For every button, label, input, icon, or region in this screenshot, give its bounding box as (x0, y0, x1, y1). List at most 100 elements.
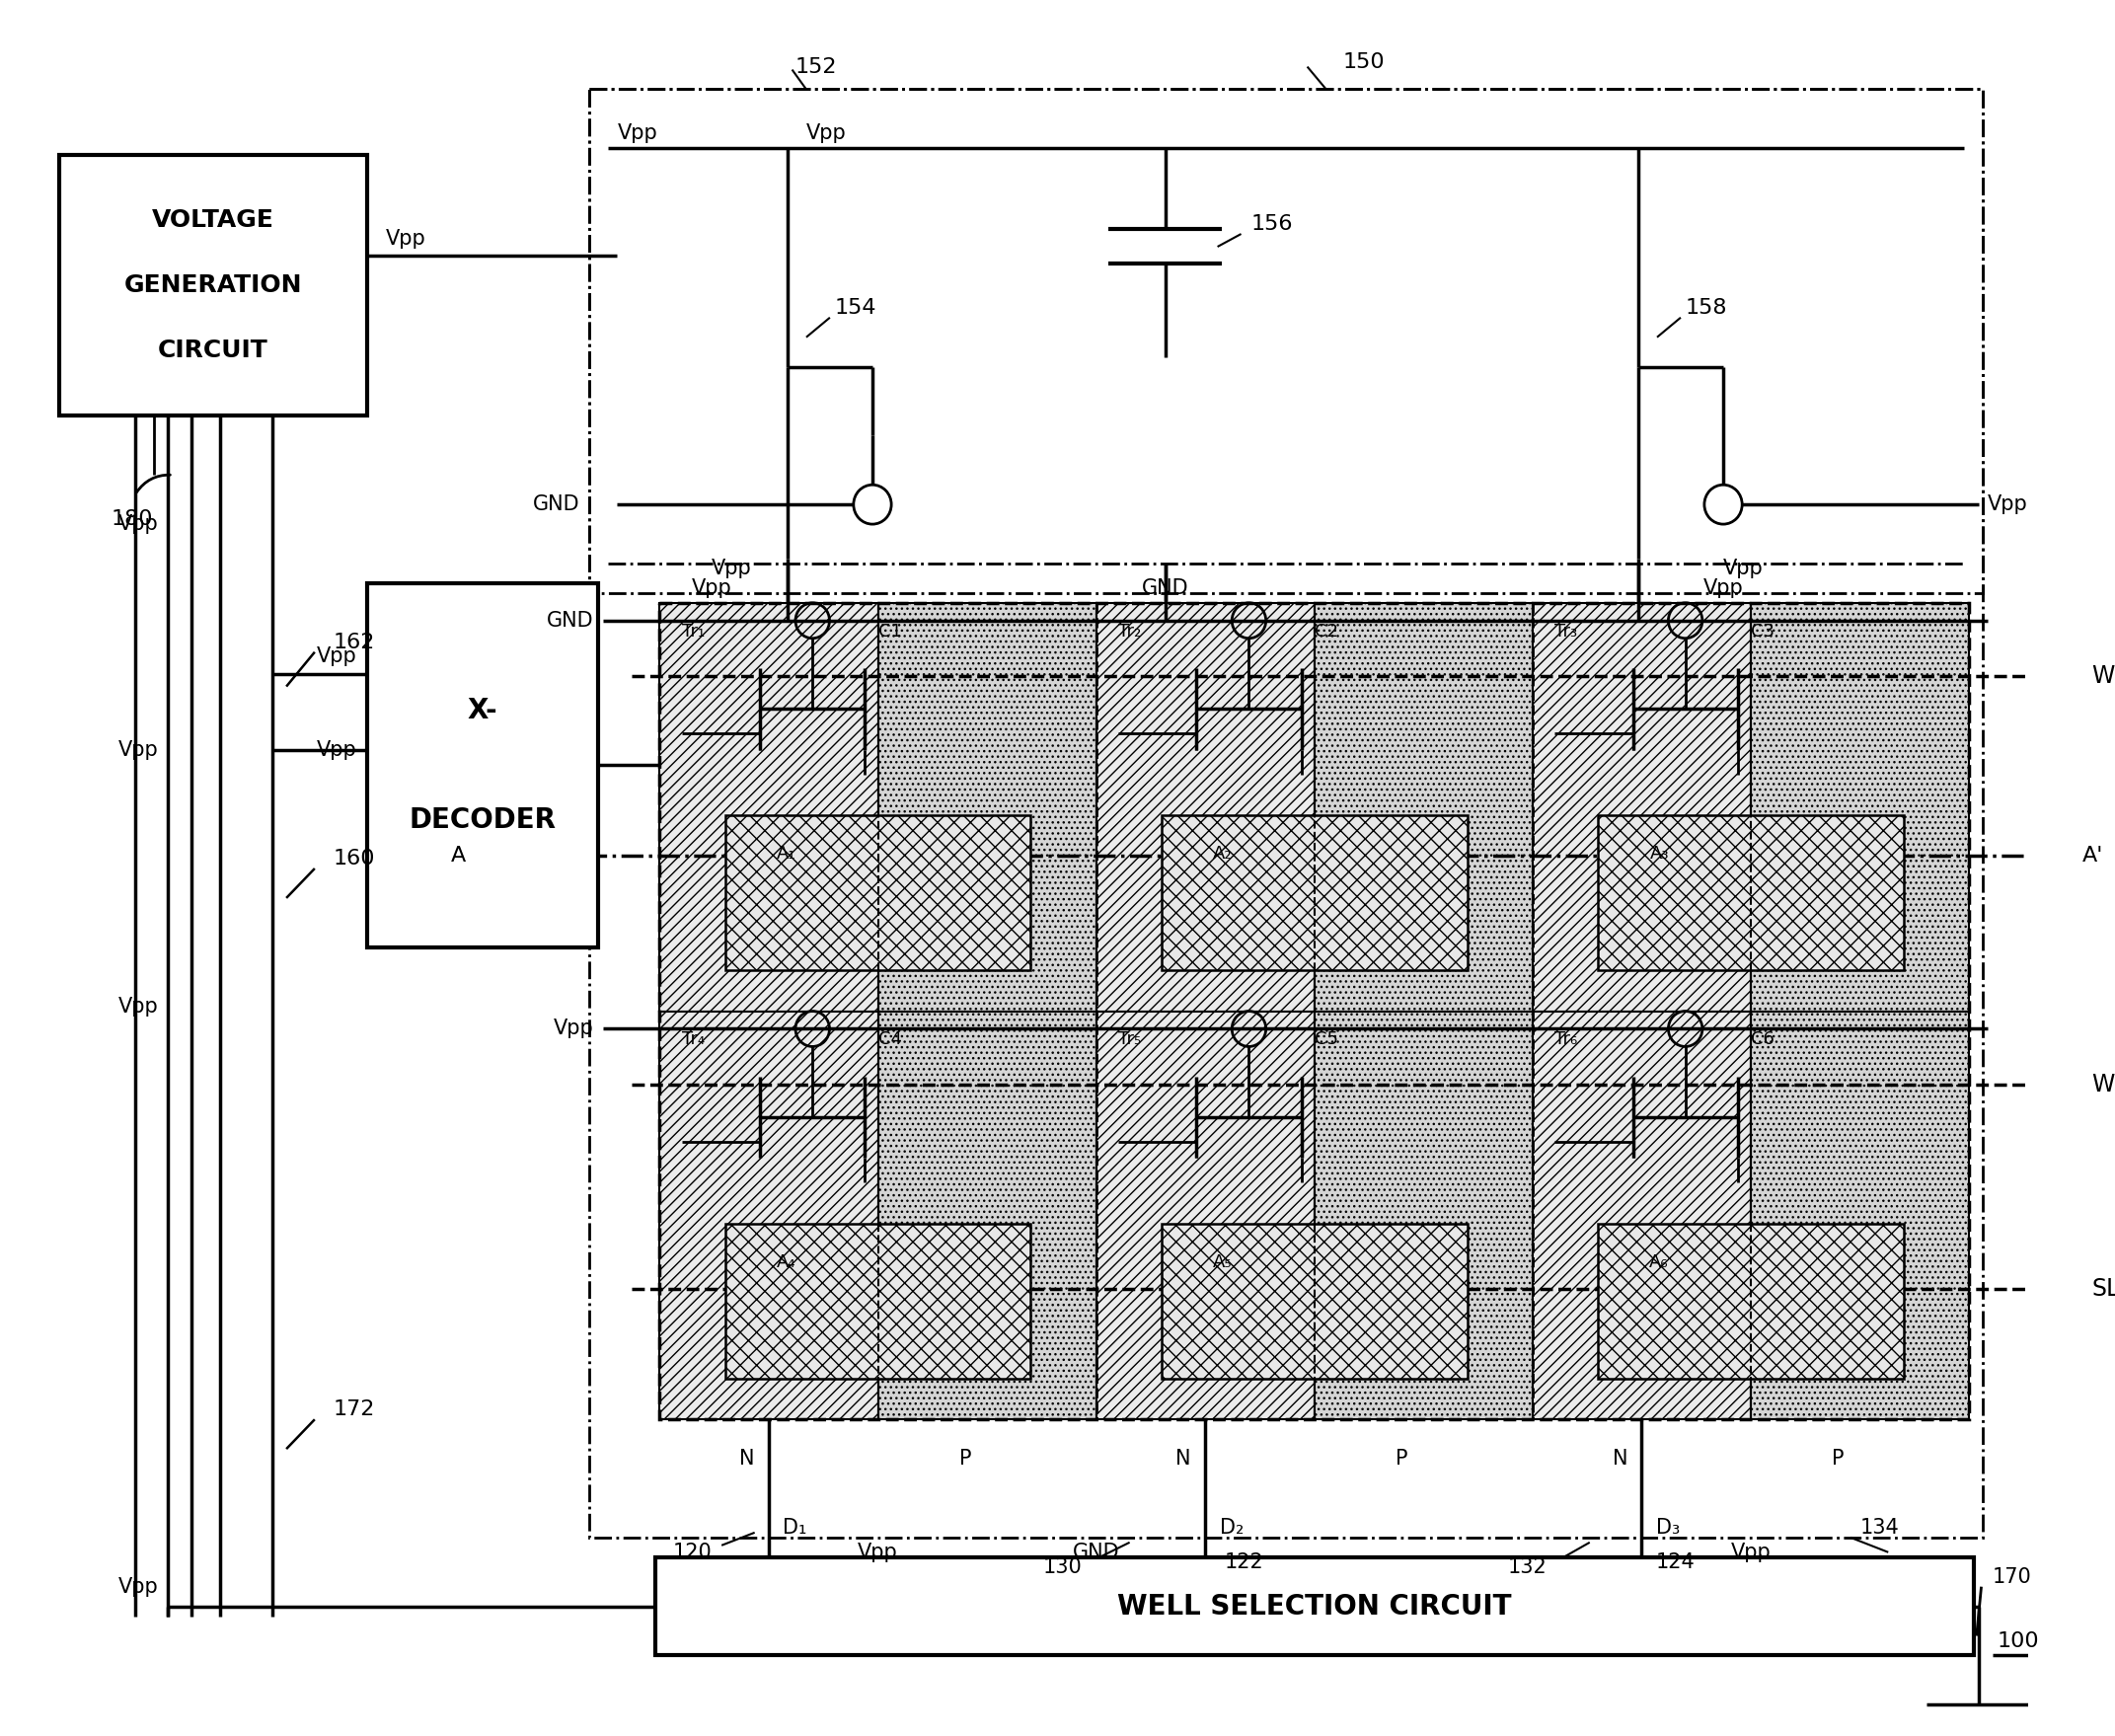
Text: 170: 170 (1992, 1568, 2033, 1587)
Text: WELL SELECTION CIRCUIT: WELL SELECTION CIRCUIT (1117, 1592, 1512, 1620)
Text: N: N (740, 1450, 755, 1469)
Text: 134: 134 (1859, 1517, 1899, 1538)
Text: Tr₆: Tr₆ (1555, 1031, 1578, 1049)
Text: A₆: A₆ (1650, 1253, 1669, 1271)
Text: Vpp: Vpp (1724, 559, 1764, 578)
Bar (1751, 1010, 1969, 1420)
Text: 156: 156 (1250, 214, 1292, 234)
Text: Vpp: Vpp (317, 646, 357, 667)
Text: C1: C1 (878, 623, 901, 641)
Text: A₂: A₂ (1214, 845, 1233, 863)
Bar (725, 816, 1030, 970)
Text: C3: C3 (1751, 623, 1774, 641)
Text: Vpp: Vpp (806, 123, 846, 144)
Text: X-: X- (467, 696, 497, 724)
Text: 132: 132 (1508, 1557, 1548, 1576)
Text: Tr₄: Tr₄ (681, 1031, 704, 1049)
Text: Vpp: Vpp (618, 123, 658, 144)
Text: W₂: W₂ (2092, 1073, 2115, 1097)
Bar (1533, 1010, 1751, 1420)
Text: D₃: D₃ (1656, 1517, 1679, 1538)
Text: C4: C4 (878, 1031, 901, 1049)
Bar (878, 602, 1096, 1010)
Bar (366, 583, 599, 948)
Text: 100: 100 (1997, 1630, 2039, 1651)
Bar (1161, 816, 1468, 970)
Bar (1751, 602, 1969, 1010)
Bar (660, 602, 1969, 1420)
Bar (1533, 602, 1751, 1010)
Bar (660, 1010, 878, 1420)
Text: N: N (1612, 1450, 1629, 1469)
Text: 160: 160 (334, 849, 376, 868)
Bar (1161, 1224, 1468, 1378)
Text: GND: GND (546, 611, 594, 630)
Text: Vpp: Vpp (692, 578, 732, 597)
Bar (588, 89, 1984, 1538)
Text: Vpp: Vpp (317, 741, 357, 760)
Text: GND: GND (533, 495, 580, 514)
Text: P: P (958, 1450, 971, 1469)
Bar (1599, 816, 1904, 970)
Text: A': A' (2083, 845, 2104, 866)
Bar (878, 1010, 1096, 1420)
Text: 172: 172 (334, 1399, 376, 1420)
Bar (656, 1557, 1973, 1656)
Text: CIRCUIT: CIRCUIT (159, 339, 269, 363)
Text: C6: C6 (1751, 1031, 1774, 1049)
Text: Vpp: Vpp (118, 1576, 159, 1597)
Text: 162: 162 (334, 632, 376, 653)
Text: 154: 154 (835, 299, 876, 318)
Text: Vpp: Vpp (1730, 1542, 1770, 1562)
Text: P: P (1396, 1450, 1409, 1469)
Bar (1096, 602, 1313, 1010)
Text: A₁: A₁ (776, 845, 795, 863)
Bar (660, 602, 878, 1010)
Text: N: N (1176, 1450, 1191, 1469)
Bar (1313, 1010, 1533, 1420)
Text: 130: 130 (1043, 1557, 1083, 1576)
Bar (59, 155, 366, 417)
Text: Vpp: Vpp (118, 996, 159, 1016)
Text: Vpp: Vpp (1988, 495, 2028, 514)
Text: Tr₂: Tr₂ (1119, 623, 1140, 641)
Text: Vpp: Vpp (859, 1542, 899, 1562)
Bar (725, 1224, 1030, 1378)
Text: Vpp: Vpp (385, 229, 425, 248)
Text: Tr₁: Tr₁ (681, 623, 704, 641)
Text: A₅: A₅ (1214, 1253, 1233, 1271)
Text: VOLTAGE: VOLTAGE (152, 208, 275, 233)
Bar (1313, 602, 1533, 1010)
Text: Vpp: Vpp (118, 514, 159, 535)
Bar (588, 89, 1984, 594)
Text: Vpp: Vpp (118, 741, 159, 760)
Text: 120: 120 (673, 1542, 713, 1562)
Text: Vpp: Vpp (554, 1019, 594, 1038)
Text: Vpp: Vpp (1703, 578, 1743, 597)
Text: 152: 152 (795, 57, 838, 76)
Text: DECODER: DECODER (408, 806, 556, 833)
Text: D₁: D₁ (783, 1517, 808, 1538)
Text: A: A (450, 845, 465, 866)
Text: Tr₅: Tr₅ (1119, 1031, 1140, 1049)
Text: GND: GND (1072, 1542, 1119, 1562)
Text: C5: C5 (1313, 1031, 1339, 1049)
Text: Vpp: Vpp (713, 559, 753, 578)
Text: 180: 180 (112, 509, 154, 529)
Text: A₄: A₄ (776, 1253, 795, 1271)
Text: GND: GND (1142, 578, 1189, 597)
Text: Tr₃: Tr₃ (1555, 623, 1578, 641)
Text: SL: SL (2092, 1278, 2115, 1300)
Text: W₁: W₁ (2092, 665, 2115, 687)
Text: 124: 124 (1656, 1552, 1694, 1571)
Text: C2: C2 (1313, 623, 1339, 641)
Text: D₂: D₂ (1220, 1517, 1244, 1538)
Text: P: P (1832, 1450, 1844, 1469)
Bar (1096, 1010, 1313, 1420)
Text: A₃: A₃ (1650, 845, 1669, 863)
Bar (1599, 1224, 1904, 1378)
Text: 150: 150 (1343, 52, 1385, 71)
Text: 122: 122 (1225, 1552, 1263, 1571)
Text: GENERATION: GENERATION (125, 274, 302, 297)
Text: 158: 158 (1686, 299, 1728, 318)
